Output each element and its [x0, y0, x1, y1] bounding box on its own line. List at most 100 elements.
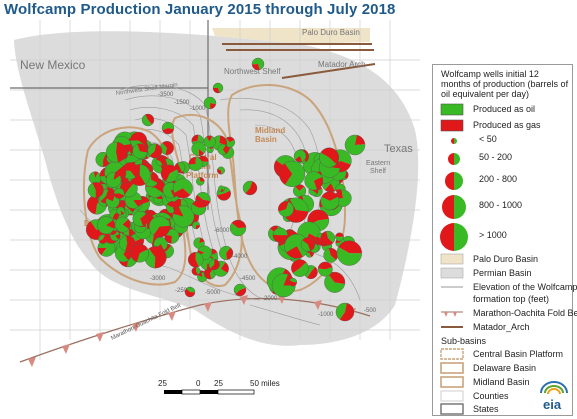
well-bubble[interactable]	[116, 206, 125, 216]
well-bubble[interactable]	[336, 240, 362, 266]
map-title: Wolfcamp Production January 2015 through…	[4, 1, 396, 18]
legend-palo-duro-label: Palo Duro Basin	[473, 254, 539, 264]
well-bubble[interactable]	[159, 141, 174, 155]
well-bubble[interactable]	[335, 232, 344, 242]
well-bubble[interactable]	[191, 141, 206, 157]
well-bubble[interactable]	[105, 141, 127, 163]
oil-swatch	[440, 103, 464, 116]
well-bubble[interactable]	[203, 135, 216, 148]
well-bubble[interactable]	[132, 210, 149, 227]
well-bubble[interactable]	[304, 171, 324, 191]
well-bubble[interactable]	[141, 113, 155, 127]
well-bubble[interactable]	[229, 219, 247, 237]
fold-belt-swatch	[441, 311, 463, 317]
contour-label: -4500	[240, 276, 256, 282]
well-bubble[interactable]	[251, 57, 265, 71]
well-bubble[interactable]	[160, 164, 179, 183]
size-circle-icon	[440, 223, 468, 251]
well-bubble[interactable]	[212, 82, 224, 94]
well-bubble[interactable]	[324, 271, 346, 293]
well-bubble[interactable]	[172, 178, 193, 199]
matador-arch-lines	[222, 43, 376, 79]
legend-counties-label: Counties	[473, 391, 509, 401]
well-bubble[interactable]	[317, 261, 333, 277]
well-bubble[interactable]	[272, 227, 288, 243]
well-bubble[interactable]	[113, 187, 125, 199]
well-bubble[interactable]	[191, 266, 201, 276]
size-circle-icon	[442, 195, 466, 219]
legend-delaware-row: Delaware Basin	[433, 362, 574, 376]
size-label: < 50	[479, 134, 497, 144]
well-bubble[interactable]	[187, 251, 204, 268]
well-bubble[interactable]	[233, 283, 247, 297]
legend-size-3: 200 - 800	[433, 172, 574, 190]
central-basin-platform-outline	[171, 113, 243, 287]
well-bubble[interactable]	[293, 149, 307, 163]
scale-bar: 25 0 25 50 miles	[158, 379, 280, 395]
well-bubble[interactable]	[242, 180, 258, 196]
well-bubble[interactable]	[130, 243, 149, 263]
well-bubble[interactable]	[217, 166, 225, 175]
well-bubble[interactable]	[161, 121, 175, 135]
well-bubble[interactable]	[87, 182, 104, 199]
well-bubble[interactable]	[192, 221, 200, 230]
well-bubble[interactable]	[219, 245, 234, 260]
legend-delaware-label: Delaware Basin	[473, 363, 537, 373]
well-bubble[interactable]	[279, 160, 306, 187]
legend-cbp-label: Central Basin Platform	[473, 349, 564, 359]
well-bubble[interactable]	[278, 201, 294, 217]
well-bubble[interactable]	[97, 216, 116, 235]
well-bubble[interactable]	[172, 205, 195, 228]
well-bubble[interactable]	[323, 247, 339, 263]
legend-cbp-row: Central Basin Platform	[433, 348, 574, 362]
palo-duro-basin-region	[212, 28, 370, 44]
well-bubble[interactable]	[155, 156, 165, 166]
well-bubble[interactable]	[184, 286, 196, 298]
well-bubble[interactable]	[203, 96, 217, 110]
permian-swatch	[440, 267, 464, 279]
well-bubble[interactable]	[320, 230, 336, 246]
scale-tick: 0	[196, 379, 201, 388]
well-bubble[interactable]	[132, 143, 148, 159]
well-bubble[interactable]	[344, 134, 366, 156]
legend-gas-label: Produced as gas	[473, 120, 541, 130]
legend-fold-belt-row: Marathon-Oachita Fold Belt	[433, 307, 577, 321]
legend-matador-label: Matador_Arch	[473, 322, 530, 332]
well-bubble[interactable]	[114, 216, 131, 233]
well-bubble[interactable]	[105, 194, 120, 209]
cbp-swatch	[440, 348, 464, 360]
legend-counties-row: Counties	[433, 390, 574, 404]
legend-midland-row: Midland Basin	[433, 376, 574, 390]
well-bubble[interactable]	[98, 234, 108, 244]
well-bubble[interactable]	[147, 143, 163, 159]
legend-gas-row: Produced as gas	[433, 119, 574, 133]
well-bubbles[interactable]	[85, 57, 366, 322]
well-bubble[interactable]	[288, 277, 298, 287]
well-bubble[interactable]	[196, 177, 205, 186]
well-bubble[interactable]	[217, 144, 229, 156]
size-circle-icon	[445, 172, 463, 190]
well-bubble[interactable]	[208, 259, 220, 271]
well-bubble[interactable]	[105, 172, 122, 188]
well-bubble[interactable]	[148, 216, 171, 238]
well-bubble[interactable]	[193, 237, 205, 249]
well-bubble[interactable]	[320, 191, 340, 211]
marathon-fold-belt-label: Marathon-Ouachita Fold Belt	[110, 303, 182, 342]
well-bubble[interactable]	[291, 259, 309, 277]
contour-label: -2500	[175, 288, 191, 294]
well-bubble[interactable]	[300, 237, 316, 252]
contour-label: -2000	[262, 296, 278, 302]
midland-swatch	[440, 376, 464, 388]
size-label: 800 - 1000	[479, 200, 523, 210]
well-bubble[interactable]	[319, 147, 340, 168]
marathon-fold-belt	[19, 297, 371, 363]
well-bubble[interactable]	[188, 156, 203, 171]
well-bubble[interactable]	[335, 302, 355, 322]
states-swatch	[440, 403, 464, 415]
well-bubble[interactable]	[190, 200, 207, 216]
eastern-shelf-label: Eastern Shelf	[366, 160, 390, 175]
legend-oil-label: Produced as oil	[473, 104, 536, 114]
well-bubble[interactable]	[218, 185, 225, 193]
legend-contour-label-2: formation top (feet)	[473, 294, 550, 304]
